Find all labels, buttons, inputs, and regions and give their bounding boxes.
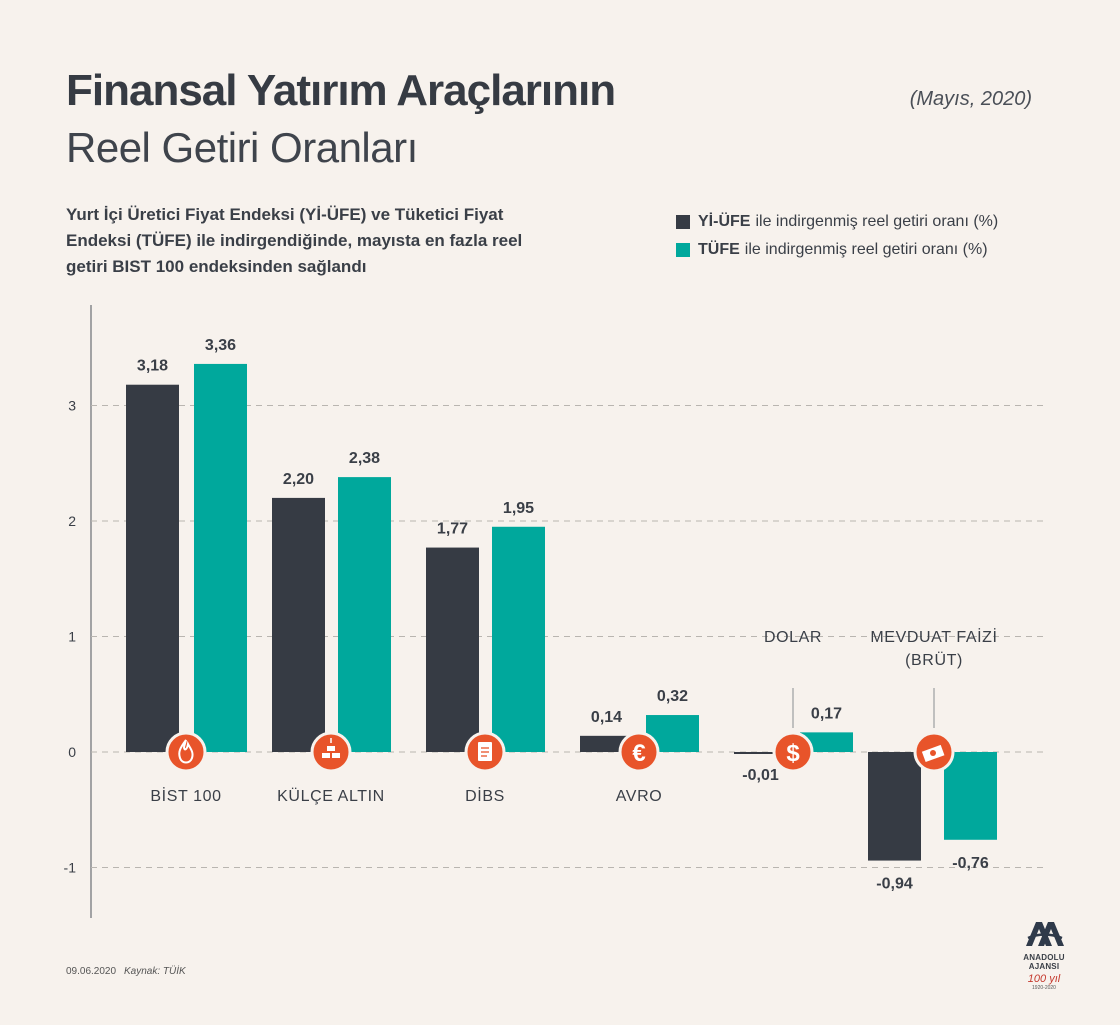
legend-text-yiufe: ile indirgenmiş reel getiri oranı (%): [755, 213, 999, 230]
data-label: 3,18: [137, 358, 168, 375]
data-label: -0,01: [742, 767, 779, 784]
bar-yiufe: [272, 497, 325, 752]
data-label: 1,77: [437, 521, 468, 538]
agency-logo: ANADOLU AJANSI 100 yıl 1920-2020: [1012, 918, 1076, 991]
y-tick-label: 2: [68, 513, 76, 529]
category-label: (BRÜT): [905, 651, 963, 669]
category-label: BİST 100: [150, 786, 221, 805]
bar-tufe: [800, 732, 853, 752]
description: Yurt İçi Üretici Fiyat Endeksi (Yİ-ÜFE) …: [66, 205, 523, 276]
legend-text-tufe: ile indirgenmiş reel getiri oranı (%): [744, 241, 988, 258]
dollar-icon: [772, 731, 814, 773]
bar-yiufe: [126, 384, 179, 752]
footer-source: Kaynak: TÜİK: [124, 966, 186, 977]
y-tick-label: -1: [64, 860, 77, 876]
report-date: (Mayıs, 2020): [909, 88, 1032, 110]
y-tick-label: 0: [68, 744, 76, 760]
bar-yiufe: [868, 752, 921, 861]
legend-key-yiufe: Yİ-ÜFE: [698, 213, 751, 230]
bar-tufe: [194, 363, 247, 752]
y-tick-label: 1: [68, 629, 76, 645]
euro-glyph: €: [632, 740, 645, 767]
data-label: -0,94: [876, 876, 913, 893]
legend: Yİ-ÜFE ile indirgenmiş reel getiri oranı…: [676, 208, 998, 264]
data-label: 2,38: [349, 450, 380, 467]
legend-swatch-tufe: [676, 243, 690, 257]
euro-icon: [618, 731, 660, 773]
y-tick-label: 3: [68, 398, 76, 414]
data-label: -0,76: [952, 855, 989, 872]
category-label: MEVDUAT FAİZİ: [870, 627, 997, 646]
bar-tufe: [338, 477, 391, 752]
bar-yiufe: [426, 547, 479, 752]
money-dot-glyph: [930, 750, 936, 756]
bar-tufe: [944, 752, 997, 840]
agency-logo-icon: [1026, 922, 1064, 946]
data-label: 3,36: [205, 337, 236, 354]
category-label: AVRO: [616, 788, 663, 805]
agency-years: 1920-2020: [1032, 985, 1056, 991]
category-label: KÜLÇE ALTIN: [277, 787, 385, 805]
legend-swatch-yiufe: [676, 215, 690, 229]
gold-bar-glyph: [332, 753, 340, 758]
dollar-glyph: $: [786, 740, 800, 767]
fire-glyph: [178, 739, 194, 764]
bar-tufe: [492, 526, 545, 752]
data-label: 0,32: [657, 688, 688, 705]
footer-date: 09.06.2020: [66, 966, 117, 977]
legend-key-tufe: TÜFE: [698, 241, 740, 258]
bar-yiufe: [734, 752, 787, 754]
legend-item-tufe: TÜFE ile indirgenmiş reel getiri oranı (…: [676, 236, 998, 264]
title: Finansal Yatırım Araçlarının: [66, 66, 616, 115]
agency-name: ANADOLU AJANSI: [1023, 953, 1065, 971]
data-label: 0,17: [811, 705, 842, 722]
category-label: DİBS: [465, 786, 505, 805]
data-label: 2,20: [283, 471, 314, 488]
subtitle-title: Reel Getiri Oranları: [66, 124, 418, 171]
gold-bars-icon: [310, 731, 352, 773]
data-label: 1,95: [503, 500, 534, 517]
fire-icon: [165, 731, 207, 773]
agency-centennial: 100 yıl: [1027, 973, 1061, 985]
gold-bar-glyph: [322, 753, 330, 758]
legend-item-yiufe: Yİ-ÜFE ile indirgenmiş reel getiri oranı…: [676, 208, 998, 236]
category-label: DOLAR: [764, 629, 822, 646]
data-label: 0,14: [591, 709, 622, 726]
gold-bar-glyph: [327, 746, 335, 751]
